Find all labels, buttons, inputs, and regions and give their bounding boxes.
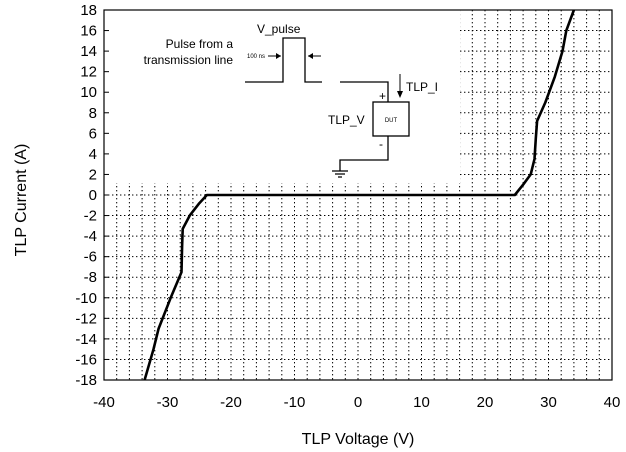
ground-wire [339,136,389,171]
minus-label: - [379,137,383,151]
x-axis-label: TLP Voltage (V) [302,431,415,448]
y-tick-label: -2 [84,208,97,225]
x-tick-label: 10 [413,394,430,411]
arrowhead-icon [397,91,403,98]
y-tick-label: 18 [80,2,97,19]
y-tick-label: 0 [89,187,97,204]
x-tick-label: -20 [220,394,242,411]
y-tick-label: 4 [89,146,97,163]
y-tick-label: 2 [89,166,97,183]
y-tick-label: 16 [80,23,97,40]
y-tick-label: -10 [75,290,97,307]
y-tick-label: 8 [89,105,97,122]
y-tick-label: 14 [80,43,97,60]
y-tick-label: -16 [75,351,97,368]
inset-background [104,10,460,183]
y-tick-label: -18 [75,372,97,389]
dut-label: DUT [385,118,398,124]
x-tick-label: -40 [93,394,115,411]
iv-curve-line [143,9,576,381]
plus-label: + [379,89,386,103]
source-label-line2: transmission line [144,53,234,67]
y-tick-label: 12 [80,64,97,81]
x-tick-label: -10 [284,394,306,411]
pulse-width-label: 100 ns [247,54,265,60]
x-tick-label: 40 [604,394,621,411]
pulse-label: V_pulse [257,22,301,36]
current-label: TLP_I [406,80,438,94]
source-label-line1: Pulse from a [166,37,234,51]
x-tick-label: 0 [354,394,362,411]
y-tick-label: 10 [80,84,97,101]
x-tick-label: 20 [477,394,494,411]
dut-box [372,101,410,137]
x-tick-label: -30 [157,394,179,411]
y-tick-label: -4 [84,228,97,245]
circuit-inset: V_pulse Pulse from a transmission line 1… [104,10,460,183]
ground-icon [332,170,348,178]
y-tick-label: -8 [84,269,97,286]
voltage-label: TLP_V [328,113,365,127]
x-tick-labels: -40 -30 -20 -10 0 10 20 30 40 [93,394,620,411]
signal-wire [340,81,389,102]
grid [104,10,612,380]
y-tick-label: -6 [84,249,97,266]
y-tick-label: -14 [75,331,97,348]
arrowhead-icon [308,53,313,59]
y-tick-label: -12 [75,310,97,327]
series-layer [143,9,576,381]
pulse-waveform [245,37,322,83]
x-tick-label: 30 [540,394,557,411]
y-tick-label: 6 [89,125,97,142]
arrowhead-icon [276,53,281,59]
y-tick-labels: 18 16 14 12 10 8 6 4 2 0 -2 -4 -6 -8 -10 -12 -14 -16 -18 [75,2,109,389]
y-axis-label: TLP Current (A) [13,144,30,257]
